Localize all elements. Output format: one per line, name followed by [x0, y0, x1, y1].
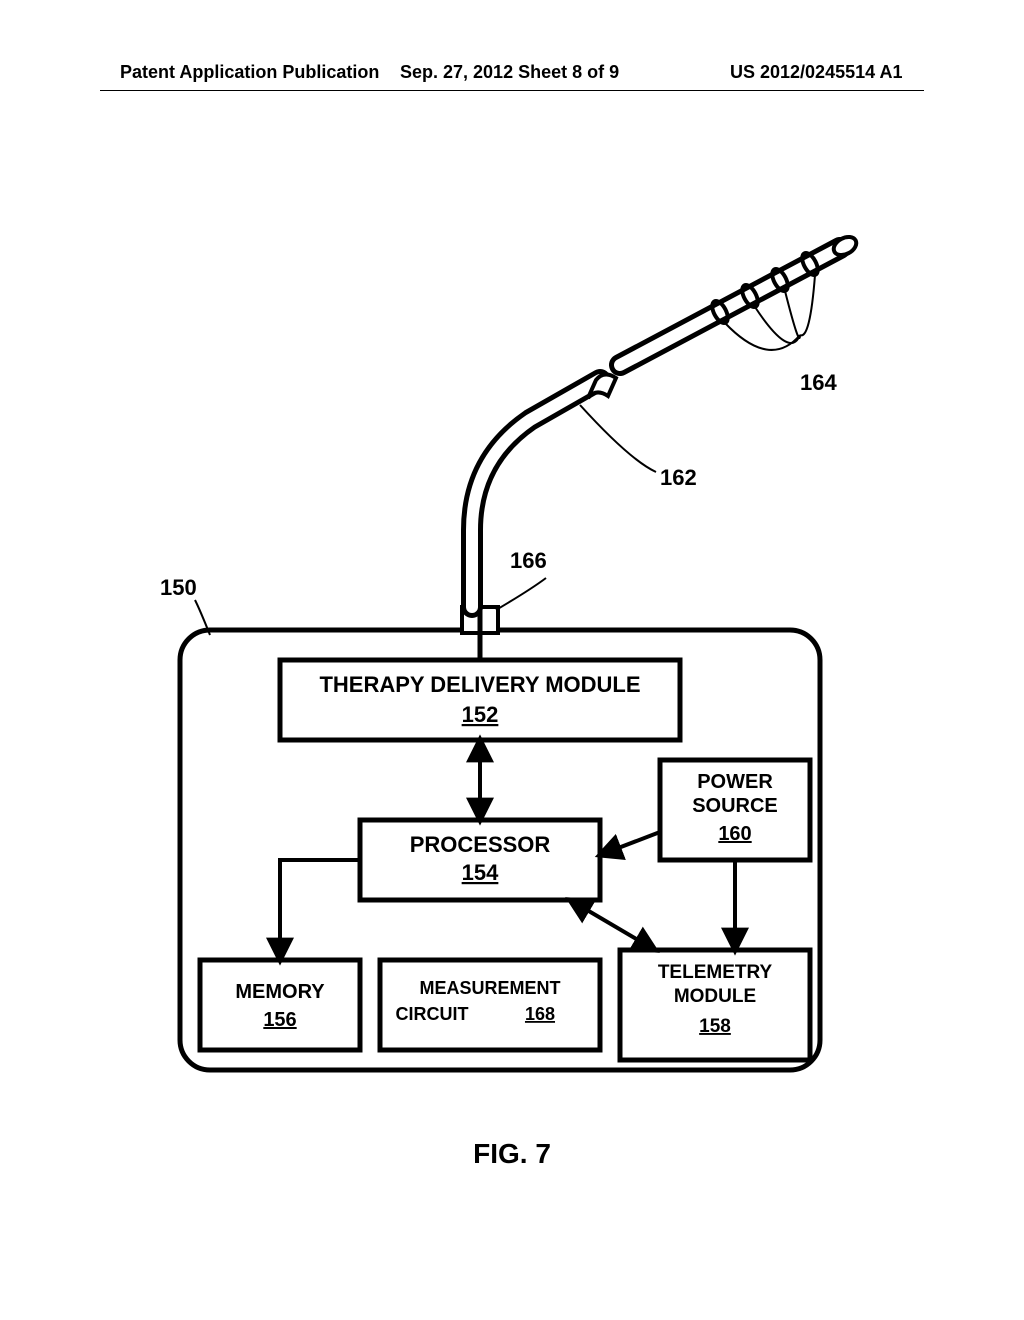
telemetry-ref: 158 — [699, 1016, 731, 1037]
telemetry-label1: TELEMETRY — [658, 962, 773, 983]
ref-166: 166 — [510, 548, 547, 573]
therapy-label: THERAPY DELIVERY MODULE — [319, 672, 640, 697]
header-rule — [100, 90, 924, 91]
arrow-processor-memory — [280, 860, 360, 960]
diagram: 164 162 166 150 THERAPY DELIVERY MODULE … — [100, 160, 924, 1140]
header-left: Patent Application Publication — [120, 62, 379, 83]
memory-label: MEMORY — [235, 981, 325, 1003]
memory-ref: 156 — [263, 1009, 296, 1031]
leader-162 — [580, 405, 656, 472]
measurement-word2: CIRCUIT — [396, 1004, 469, 1024]
ref-164: 164 — [800, 370, 837, 395]
header-right: US 2012/0245514 A1 — [730, 62, 902, 83]
measurement-label: MEASUREMENT — [419, 978, 560, 998]
processor-label: PROCESSOR — [410, 832, 551, 857]
header-center: Sep. 27, 2012 Sheet 8 of 9 — [400, 62, 619, 83]
ref-162: 162 — [660, 465, 697, 490]
power-label1: POWER — [697, 771, 773, 793]
leader-166 — [496, 578, 546, 610]
arrow-processor-telemetry — [570, 900, 655, 950]
figure-label: FIG. 7 — [0, 1138, 1024, 1170]
processor-ref: 154 — [462, 860, 499, 885]
therapy-ref: 152 — [462, 702, 499, 727]
power-label2: SOURCE — [692, 795, 778, 817]
arrow-power-processor — [600, 832, 660, 855]
memory-box — [200, 960, 360, 1050]
telemetry-label2: MODULE — [674, 986, 756, 1007]
measurement-ref: 168 — [525, 1004, 555, 1024]
page: Patent Application Publication Sep. 27, … — [0, 0, 1024, 1320]
ref-150: 150 — [160, 575, 197, 600]
power-ref: 160 — [718, 823, 751, 845]
